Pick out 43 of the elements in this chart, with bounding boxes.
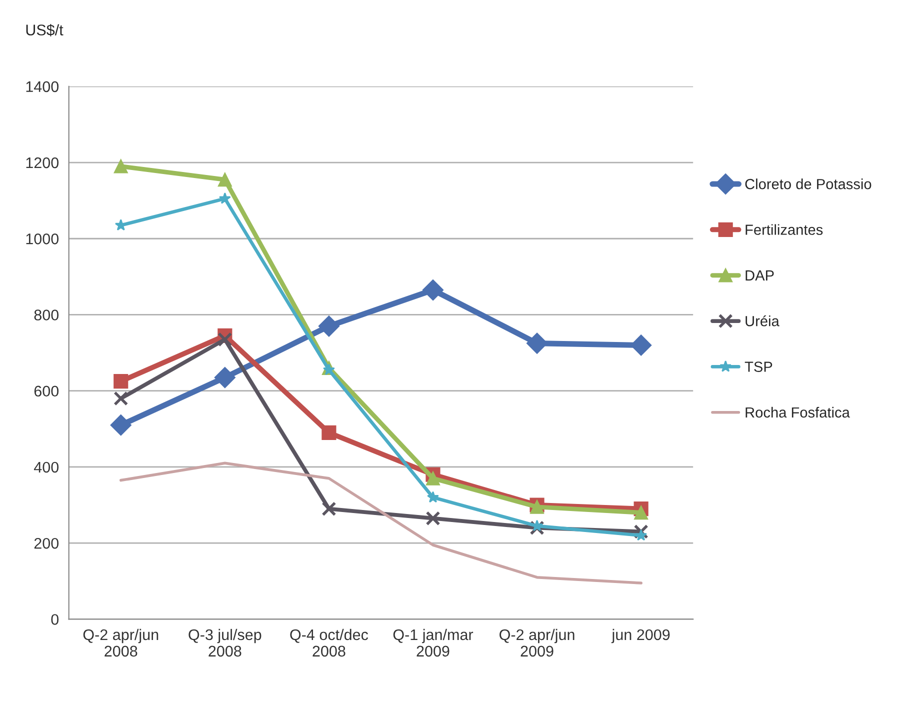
legend-label: Fertilizantes [746, 224, 823, 235]
y-axis-title: US$/t [26, 24, 64, 36]
y-tick-label: 600 [34, 386, 59, 397]
legend-label: Uréia [746, 315, 780, 326]
point [635, 529, 648, 541]
y-tick-label: 400 [34, 462, 59, 473]
point [634, 524, 648, 539]
x-tick-label: jun 2009 [611, 628, 670, 644]
legend-label: Rocha Fosfatica [746, 406, 850, 418]
y-tick-label: 1200 [26, 157, 59, 168]
point [322, 502, 336, 516]
point [110, 414, 132, 436]
point [218, 172, 232, 187]
point [530, 520, 544, 536]
legend-label: TSP [744, 362, 772, 372]
x-tick-label: Q-3 jul/sep 2008 [188, 628, 262, 657]
x-tick-label: Q-2 apr/jun 2009 [500, 628, 574, 657]
legend-label: Cloreto de Potassio [745, 178, 872, 190]
point [214, 367, 236, 388]
point [427, 491, 439, 503]
point [218, 192, 231, 204]
x-tick-label: Q-2 apr/jun 2008 [83, 628, 158, 657]
point [114, 391, 128, 406]
point [426, 471, 440, 486]
point [318, 316, 340, 337]
y-tick-label: 1000 [26, 233, 59, 244]
point [634, 506, 648, 520]
y-tick-label: 1400 [26, 81, 59, 92]
point [322, 425, 336, 440]
x-tick-label: Q-4 oct/dec 2008 [290, 628, 368, 657]
point [426, 511, 440, 526]
point [218, 332, 232, 347]
y-tick-label: 200 [34, 538, 59, 549]
line-series [119, 462, 642, 584]
x-tick-label: Q-1 jan/mar 2009 [393, 628, 474, 657]
point [630, 334, 652, 356]
y-tick-label: 800 [34, 310, 59, 320]
point [422, 279, 444, 301]
y-tick-label: 0 [51, 614, 59, 625]
point [322, 364, 335, 376]
point [114, 374, 128, 389]
legend-label: DAP [746, 270, 774, 280]
point [114, 159, 128, 174]
